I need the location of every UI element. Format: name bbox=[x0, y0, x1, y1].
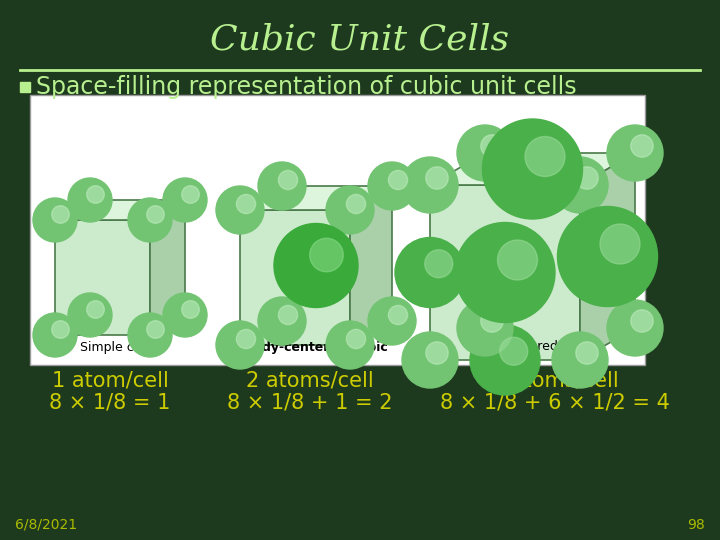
Circle shape bbox=[388, 306, 408, 325]
Circle shape bbox=[147, 321, 164, 338]
Circle shape bbox=[33, 313, 77, 357]
Polygon shape bbox=[150, 200, 185, 335]
Circle shape bbox=[346, 329, 366, 349]
Circle shape bbox=[498, 240, 538, 280]
Circle shape bbox=[326, 321, 374, 369]
Polygon shape bbox=[240, 210, 350, 345]
Circle shape bbox=[557, 206, 657, 307]
Circle shape bbox=[481, 310, 503, 332]
Circle shape bbox=[181, 186, 199, 203]
Text: 6/8/2021: 6/8/2021 bbox=[15, 518, 77, 532]
Circle shape bbox=[631, 135, 653, 157]
Circle shape bbox=[525, 137, 565, 177]
Circle shape bbox=[181, 301, 199, 318]
Text: Space-filling representation of cubic unit cells: Space-filling representation of cubic un… bbox=[36, 75, 577, 99]
Circle shape bbox=[402, 332, 458, 388]
Circle shape bbox=[68, 178, 112, 222]
Circle shape bbox=[236, 194, 256, 214]
Circle shape bbox=[147, 206, 164, 224]
Circle shape bbox=[600, 224, 640, 264]
Polygon shape bbox=[55, 200, 185, 220]
Circle shape bbox=[552, 332, 608, 388]
Circle shape bbox=[236, 329, 256, 349]
Circle shape bbox=[395, 238, 465, 307]
Circle shape bbox=[425, 249, 453, 278]
Text: 4 atoms/cell: 4 atoms/cell bbox=[491, 370, 619, 390]
Circle shape bbox=[163, 178, 207, 222]
Polygon shape bbox=[240, 186, 392, 210]
Circle shape bbox=[607, 300, 663, 356]
Circle shape bbox=[552, 157, 608, 213]
Circle shape bbox=[216, 186, 264, 234]
Circle shape bbox=[457, 125, 513, 181]
Bar bbox=[20, 82, 30, 92]
Circle shape bbox=[607, 125, 663, 181]
Text: Cubic Unit Cells: Cubic Unit Cells bbox=[210, 23, 510, 57]
Text: Face-centered cubic: Face-centered cubic bbox=[469, 341, 595, 354]
Circle shape bbox=[216, 321, 264, 369]
Polygon shape bbox=[55, 220, 150, 335]
Text: Body-centered cubic: Body-centered cubic bbox=[244, 341, 388, 354]
Text: 8 × 1/8 + 6 × 1/2 = 4: 8 × 1/8 + 6 × 1/2 = 4 bbox=[440, 392, 670, 412]
Circle shape bbox=[576, 342, 598, 364]
Circle shape bbox=[86, 186, 104, 203]
Text: 8 × 1/8 = 1: 8 × 1/8 = 1 bbox=[49, 392, 171, 412]
Circle shape bbox=[457, 300, 513, 356]
Circle shape bbox=[426, 167, 448, 189]
Circle shape bbox=[279, 171, 297, 190]
Circle shape bbox=[470, 325, 540, 395]
Circle shape bbox=[326, 186, 374, 234]
Polygon shape bbox=[350, 186, 392, 345]
Circle shape bbox=[274, 224, 358, 307]
Bar bbox=[30, 95, 645, 365]
Circle shape bbox=[128, 313, 172, 357]
Text: 2 atoms/cell: 2 atoms/cell bbox=[246, 370, 374, 390]
Circle shape bbox=[500, 338, 528, 365]
Circle shape bbox=[258, 297, 306, 345]
Circle shape bbox=[310, 238, 343, 272]
Polygon shape bbox=[430, 185, 580, 360]
Circle shape bbox=[346, 194, 366, 214]
Circle shape bbox=[163, 293, 207, 337]
Circle shape bbox=[368, 297, 416, 345]
Circle shape bbox=[128, 198, 172, 242]
Circle shape bbox=[33, 198, 77, 242]
Circle shape bbox=[279, 306, 297, 325]
Circle shape bbox=[368, 162, 416, 210]
Circle shape bbox=[631, 310, 653, 332]
Polygon shape bbox=[430, 153, 635, 185]
Circle shape bbox=[68, 293, 112, 337]
Polygon shape bbox=[580, 153, 635, 360]
Circle shape bbox=[576, 167, 598, 189]
Circle shape bbox=[388, 171, 408, 190]
Circle shape bbox=[52, 206, 69, 224]
Text: 98: 98 bbox=[688, 518, 705, 532]
Text: 8 × 1/8 + 1 = 2: 8 × 1/8 + 1 = 2 bbox=[228, 392, 392, 412]
Text: Simple cubic: Simple cubic bbox=[80, 341, 160, 354]
Circle shape bbox=[426, 342, 448, 364]
Circle shape bbox=[52, 321, 69, 338]
Circle shape bbox=[86, 301, 104, 318]
Text: 1 atom/cell: 1 atom/cell bbox=[52, 370, 168, 390]
Circle shape bbox=[402, 157, 458, 213]
Circle shape bbox=[455, 222, 555, 322]
Circle shape bbox=[482, 119, 582, 219]
Circle shape bbox=[481, 135, 503, 157]
Circle shape bbox=[258, 162, 306, 210]
